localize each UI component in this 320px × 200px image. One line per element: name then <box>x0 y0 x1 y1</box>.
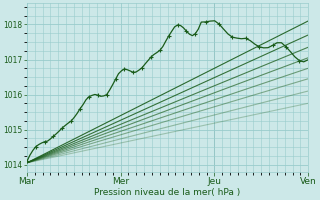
X-axis label: Pression niveau de la mer( hPa ): Pression niveau de la mer( hPa ) <box>94 188 241 197</box>
